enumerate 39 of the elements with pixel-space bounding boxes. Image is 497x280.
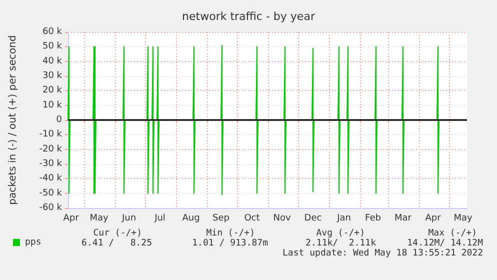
y-tick-label: 20 k xyxy=(42,86,63,96)
x-tick-label: May xyxy=(90,214,109,224)
x-tick-label: Jun xyxy=(120,214,136,224)
x-tick-label: Jul xyxy=(154,214,166,224)
y-tick-label: 0 xyxy=(56,115,62,125)
text: 14.12M/ 14.12M xyxy=(407,238,484,248)
y-axis-title: packets in (-) / out (+) per second xyxy=(8,35,18,205)
text: Max (-/+) xyxy=(428,228,478,238)
text: Avg (-/+) xyxy=(316,228,366,238)
text: 6.41 / 8.25 xyxy=(82,238,152,248)
y-tick-label: 30 k xyxy=(42,71,63,81)
x-tick-label: Apr xyxy=(63,214,80,224)
y-tick-label: -10 k xyxy=(39,130,63,140)
x-tick-label: Nov xyxy=(273,214,292,224)
x-tick-label: Sep xyxy=(212,214,230,224)
legend-label: pps xyxy=(25,238,42,248)
text: 2.11k/ 2.11k xyxy=(306,238,377,248)
x-tick-label: Jan xyxy=(336,214,351,224)
text: Last update: Wed May 18 13:55:21 2022 xyxy=(282,248,483,258)
y-tick-label: 10 k xyxy=(42,100,63,110)
y-tick-label: 40 k xyxy=(42,56,63,66)
y-tick-label: -60 k xyxy=(39,203,63,213)
x-tick-label: Aug xyxy=(182,214,200,224)
text: Cur (-/+) xyxy=(93,228,142,238)
y-tick-label: 60 k xyxy=(42,27,63,37)
x-tick-label: Apr xyxy=(425,214,442,224)
y-tick-label: 50 k xyxy=(42,42,63,52)
y-tick-label: -20 k xyxy=(39,144,63,154)
text: 1.01 / 913.87m xyxy=(192,238,268,248)
x-tick-label: Mar xyxy=(394,214,412,224)
y-tick-label: -50 k xyxy=(39,188,63,198)
chart-title: network traffic - by year xyxy=(182,10,316,23)
y-tick-label: -40 k xyxy=(39,174,63,184)
x-tick-label: Dec xyxy=(304,214,322,224)
x-tick-label: Feb xyxy=(365,214,382,224)
text: Min (-/+) xyxy=(206,228,256,238)
y-tick-label: -30 k xyxy=(39,159,63,169)
x-tick-label: Oct xyxy=(244,214,260,224)
x-tick-label: May xyxy=(454,214,473,224)
